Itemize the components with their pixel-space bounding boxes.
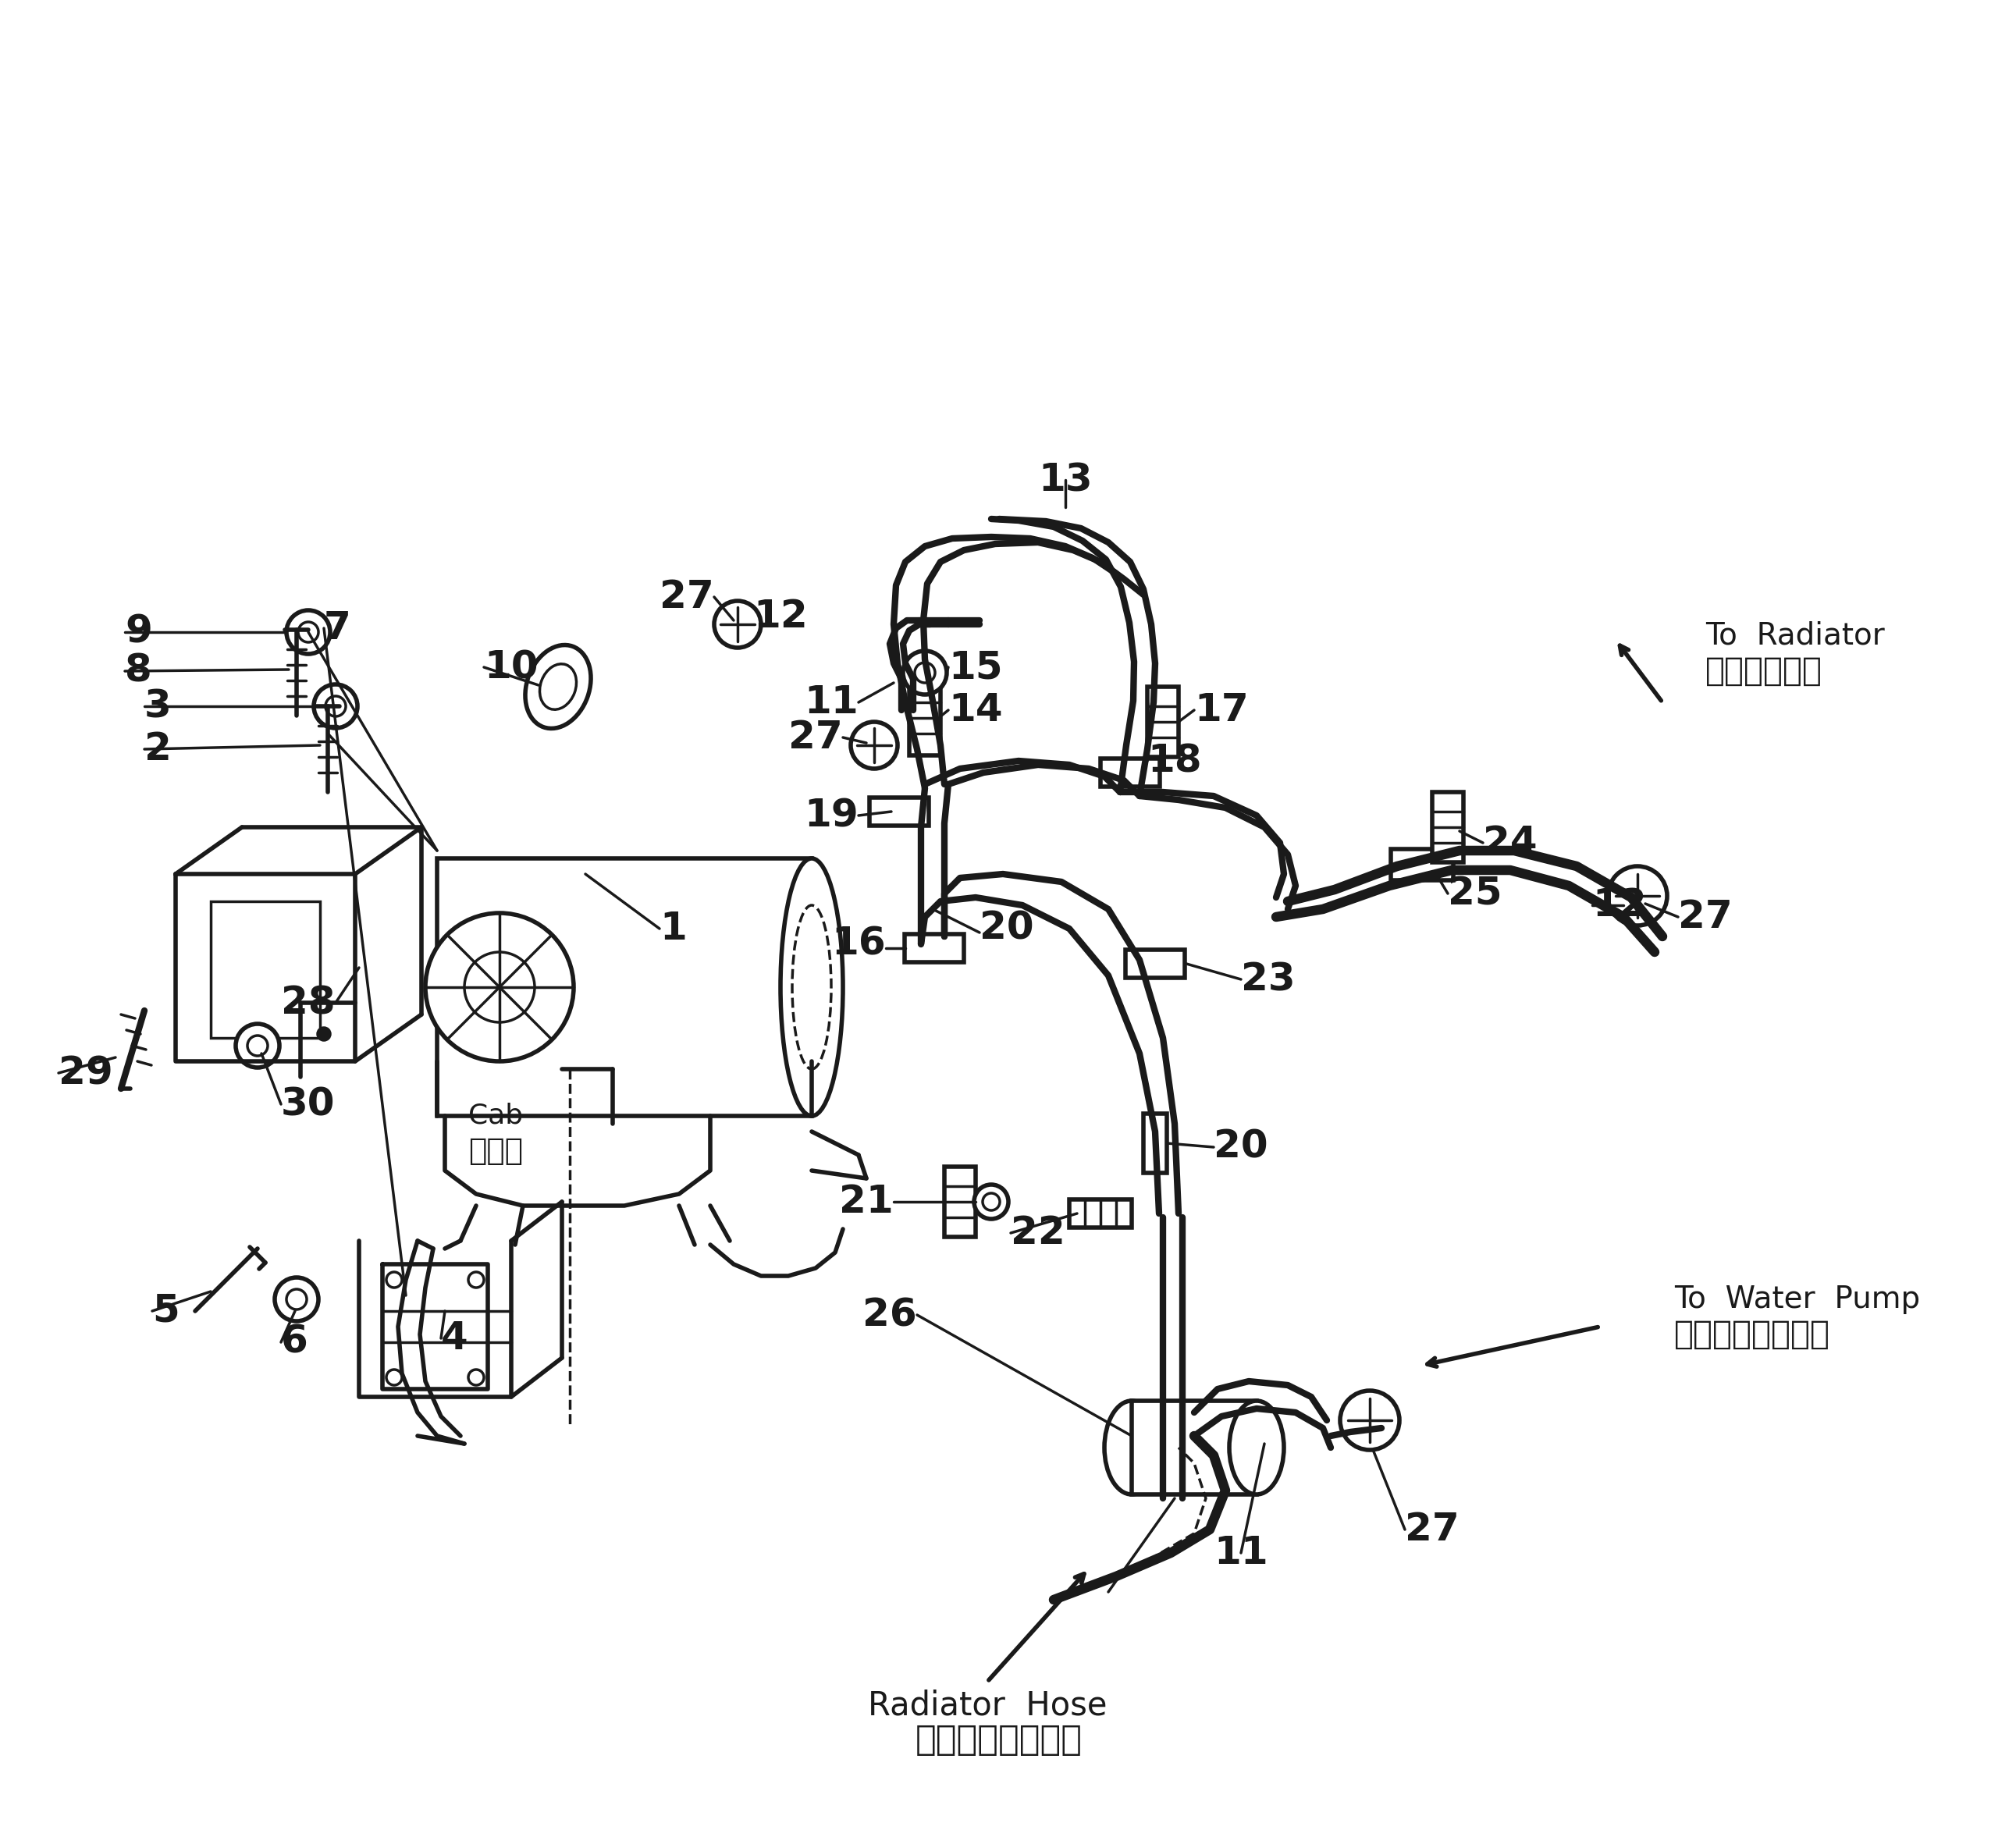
Text: 1: 1	[659, 909, 687, 948]
Text: 30: 30	[280, 1086, 335, 1122]
Text: 4: 4	[442, 1319, 468, 1358]
Text: 12: 12	[1593, 887, 1647, 924]
Circle shape	[1341, 1391, 1399, 1449]
Circle shape	[319, 1027, 331, 1040]
Text: 19: 19	[804, 797, 859, 834]
Circle shape	[236, 1023, 280, 1067]
Text: 16: 16	[831, 926, 885, 963]
Bar	[1391, 849, 1454, 880]
Circle shape	[714, 601, 760, 648]
Ellipse shape	[780, 858, 843, 1115]
Circle shape	[298, 623, 319, 643]
Bar	[1147, 687, 1179, 757]
Circle shape	[248, 1036, 268, 1056]
Bar	[1125, 950, 1185, 977]
Text: 20: 20	[980, 909, 1034, 948]
Text: 20: 20	[1214, 1128, 1268, 1166]
Text: 23: 23	[1242, 961, 1296, 997]
Text: 14: 14	[948, 691, 1002, 729]
Text: 25: 25	[1447, 874, 1502, 913]
Circle shape	[325, 696, 347, 716]
Text: 28: 28	[282, 985, 335, 1021]
Text: 15: 15	[948, 648, 1002, 685]
Text: To  Radiator: To Radiator	[1706, 621, 1885, 650]
Circle shape	[286, 610, 331, 654]
Ellipse shape	[1105, 1402, 1159, 1495]
Text: 18: 18	[1147, 742, 1202, 779]
Text: 9: 9	[125, 614, 151, 650]
Text: ラジエータへ: ラジエータへ	[1706, 654, 1822, 687]
Ellipse shape	[540, 663, 577, 709]
Text: 3: 3	[145, 687, 171, 726]
Text: 21: 21	[839, 1183, 893, 1220]
Text: 10: 10	[484, 648, 538, 685]
Text: ウォータポンプへ: ウォータポンプへ	[1673, 1319, 1831, 1350]
Text: キャブ: キャブ	[468, 1137, 522, 1166]
Text: 27: 27	[659, 579, 714, 615]
Text: 29: 29	[58, 1054, 113, 1091]
Ellipse shape	[792, 906, 831, 1069]
Bar	[1143, 1113, 1167, 1172]
Bar	[943, 1166, 976, 1236]
Text: 5: 5	[151, 1291, 179, 1330]
Bar	[1131, 1402, 1256, 1495]
Text: 6: 6	[280, 1323, 308, 1361]
Bar	[869, 797, 929, 825]
Text: 26: 26	[863, 1297, 917, 1334]
Text: 24: 24	[1484, 825, 1538, 862]
Circle shape	[974, 1185, 1008, 1220]
Text: 12: 12	[754, 597, 808, 636]
Text: 7: 7	[325, 610, 351, 647]
Bar	[437, 858, 812, 1115]
Text: 13: 13	[1038, 461, 1093, 498]
Bar	[1068, 1200, 1131, 1227]
Text: To  Water  Pump: To Water Pump	[1673, 1284, 1919, 1313]
Circle shape	[468, 1271, 484, 1288]
Circle shape	[1609, 867, 1667, 926]
Circle shape	[468, 1370, 484, 1385]
Bar	[909, 680, 941, 755]
Bar	[1101, 759, 1159, 786]
Text: 27: 27	[788, 718, 843, 757]
Circle shape	[851, 722, 897, 768]
Text: Cab: Cab	[468, 1102, 522, 1130]
Circle shape	[982, 1194, 1000, 1211]
Text: 27: 27	[1677, 898, 1732, 935]
Ellipse shape	[526, 645, 591, 729]
Text: ラジエータホース: ラジエータホース	[915, 1723, 1083, 1756]
Text: Radiator  Hose: Radiator Hose	[867, 1688, 1107, 1721]
Text: 27: 27	[1405, 1510, 1460, 1549]
Circle shape	[274, 1277, 319, 1321]
Bar	[212, 902, 321, 1038]
Text: 11: 11	[1214, 1534, 1268, 1572]
Circle shape	[387, 1370, 401, 1385]
Text: 11: 11	[804, 683, 859, 722]
Circle shape	[314, 685, 357, 727]
Circle shape	[425, 913, 575, 1062]
Circle shape	[464, 952, 534, 1021]
Ellipse shape	[1230, 1402, 1284, 1495]
Text: 17: 17	[1193, 691, 1248, 729]
Circle shape	[903, 650, 948, 694]
Circle shape	[915, 663, 935, 683]
Bar	[905, 933, 964, 963]
Text: 2: 2	[145, 731, 171, 768]
Circle shape	[387, 1271, 401, 1288]
Bar	[1431, 792, 1464, 862]
Circle shape	[286, 1290, 306, 1310]
Text: 22: 22	[1010, 1214, 1064, 1251]
Text: 8: 8	[125, 652, 151, 691]
